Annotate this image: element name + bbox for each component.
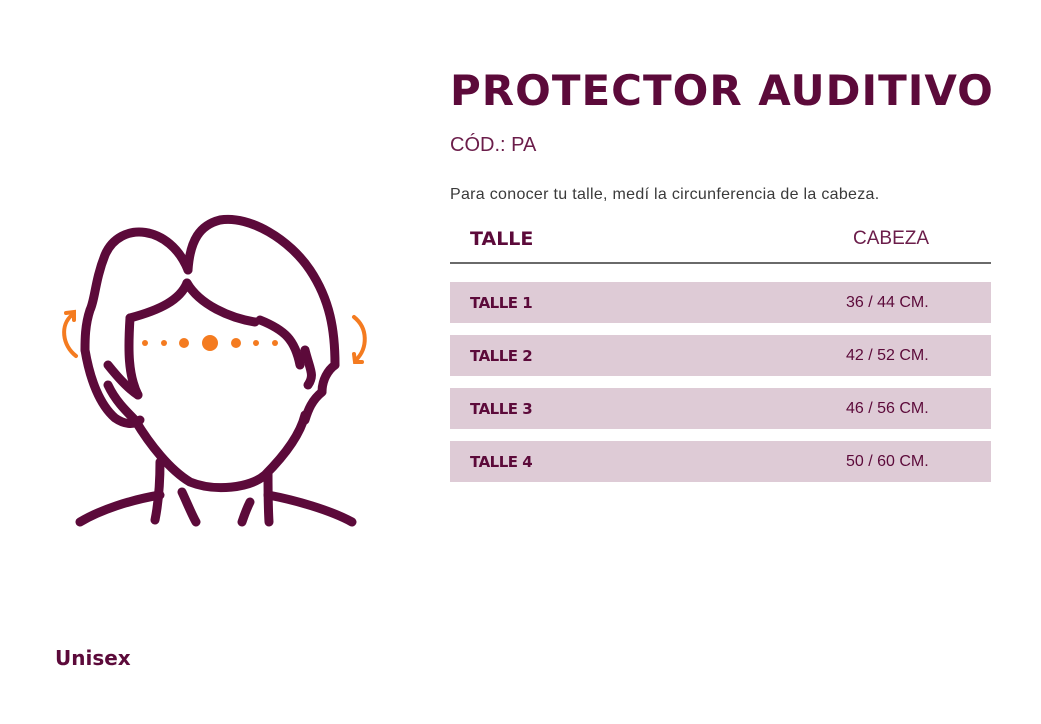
head-measurement: 46 / 56 CM. (846, 400, 929, 417)
gender-label: Unisex (55, 646, 131, 670)
size-label: TALLE 1 (470, 294, 533, 312)
table-row: TALLE 2 42 / 52 CM. (450, 335, 991, 376)
head-measurement: 50 / 60 CM. (846, 453, 929, 470)
product-title: PROTECTOR AUDITIVO (450, 66, 994, 115)
product-code: CÓD.: PA (450, 134, 537, 156)
size-label: TALLE 2 (470, 347, 533, 365)
column-header-head: CABEZA (853, 228, 930, 249)
table-row: TALLE 3 46 / 56 CM. (450, 388, 991, 429)
column-header-size: TALLE (470, 228, 534, 250)
head-measurement: 42 / 52 CM. (846, 347, 929, 364)
size-label: TALLE 4 (470, 453, 533, 471)
table-row: TALLE 1 36 / 44 CM. (450, 282, 991, 323)
head-measurement: 36 / 44 CM. (846, 294, 929, 311)
size-instructions: Para conocer tu talle, medí la circunfer… (450, 186, 880, 203)
header-divider (450, 262, 991, 264)
table-row: TALLE 4 50 / 60 CM. (450, 441, 991, 482)
size-label: TALLE 3 (470, 400, 533, 418)
head-measurement-icon (62, 214, 367, 527)
